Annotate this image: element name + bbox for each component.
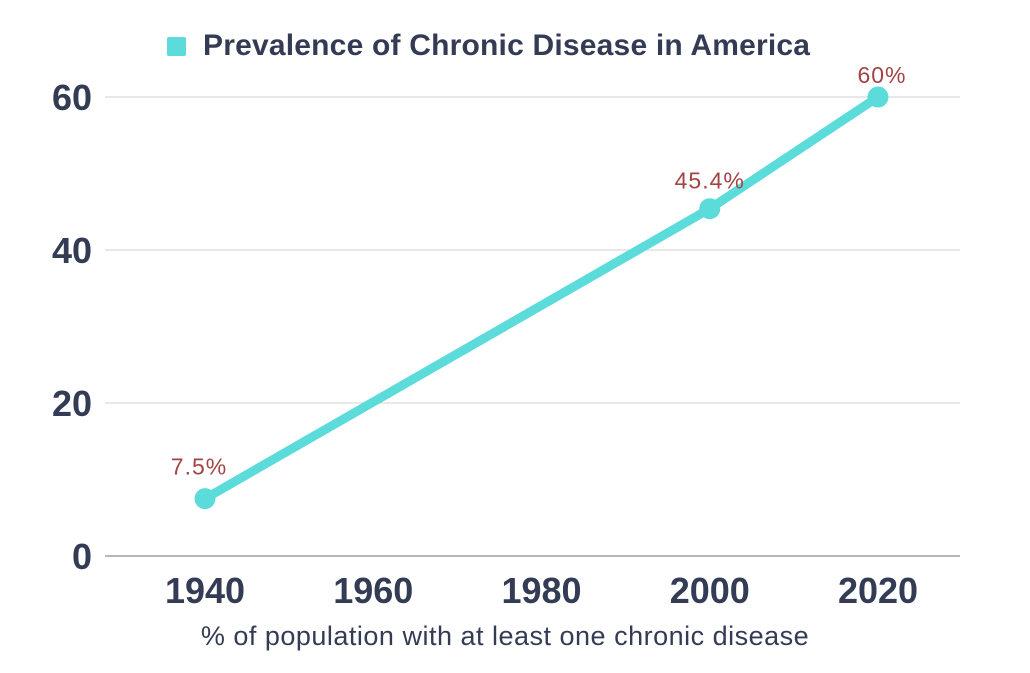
data-point-label: 60%	[857, 62, 906, 88]
x-tick-label: 1980	[501, 570, 581, 611]
legend-marker-icon	[167, 36, 186, 56]
data-point-label: 45.4%	[675, 168, 745, 194]
data-point	[867, 86, 889, 108]
x-tick-label: 2020	[838, 570, 918, 611]
y-tick-label: 20	[52, 383, 92, 424]
series-line	[200, 92, 883, 504]
data-point	[699, 198, 721, 220]
data-point-label: 7.5%	[171, 454, 227, 480]
chart-title: Prevalence of Chronic Disease in America	[203, 29, 811, 62]
y-tick-label: 0	[72, 536, 92, 577]
x-tick-label: 2000	[670, 570, 750, 611]
x-tick-label: 1960	[333, 570, 413, 611]
x-axis-caption: % of population with at least one chroni…	[200, 621, 810, 651]
data-point	[194, 488, 216, 510]
y-tick-label: 60	[52, 77, 92, 118]
y-tick-label: 40	[52, 230, 92, 271]
x-tick-label: 1940	[165, 570, 245, 611]
chart-legend: Prevalence of Chronic Disease in America	[167, 29, 810, 63]
